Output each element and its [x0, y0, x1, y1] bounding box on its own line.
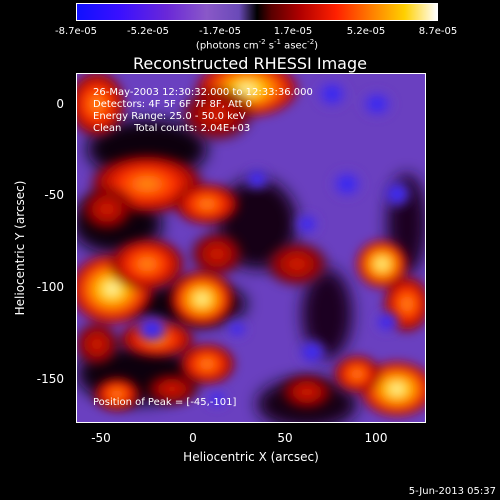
annotation-detectors: Detectors: 4F 5F 6F 7F 8F, Att 0: [93, 99, 253, 110]
annotation-peak: Position of Peak = [-45,-101]: [93, 397, 237, 408]
negative-lobes: [134, 78, 413, 409]
colorbar-tick: 5.2e-05: [346, 26, 386, 37]
colorbar-tick: -5.2e-05: [127, 26, 169, 37]
rhessi-image: [77, 74, 425, 422]
emission-sources: [77, 74, 425, 419]
colorbar-tick: -1.7e-05: [199, 26, 241, 37]
x-tick-label: 100: [364, 431, 388, 445]
image-title: Reconstructed RHESSI Image: [133, 54, 367, 73]
y-tick-label: 0: [56, 97, 64, 111]
x-tick-label: 0: [189, 431, 197, 445]
y-tick-label: -150: [36, 372, 64, 386]
colorbar: [76, 3, 438, 21]
annotation-energy: Energy Range: 25.0 - 50.0 keV: [93, 111, 246, 122]
timestamp: 5-Jun-2013 05:37: [408, 486, 496, 497]
colorbar-tick: -8.7e-05: [55, 26, 97, 37]
colorbar-tick: 1.7e-05: [273, 26, 313, 37]
x-axis-label: Heliocentric X (arcsec): [183, 450, 319, 464]
y-axis-label: Heliocentric Y (arcsec): [13, 180, 27, 316]
colorbar-unit: (photons cm-2 s-1 asec-2): [195, 38, 319, 52]
x-tick-label: -50: [91, 431, 111, 445]
rhessi-image-plot: 26-May-2003 12:30:32.000 to 12:33:36.000…: [76, 73, 426, 423]
x-tick-label: 50: [277, 431, 293, 445]
colorbar-tick: 8.7e-05: [418, 26, 458, 37]
annotation-clean: Clean Total counts: 2.04E+03: [93, 123, 251, 134]
annotation-time-range: 26-May-2003 12:30:32.000 to 12:33:36.000: [93, 87, 313, 98]
y-tick-label: -50: [44, 188, 64, 202]
y-tick-label: -100: [36, 280, 64, 294]
